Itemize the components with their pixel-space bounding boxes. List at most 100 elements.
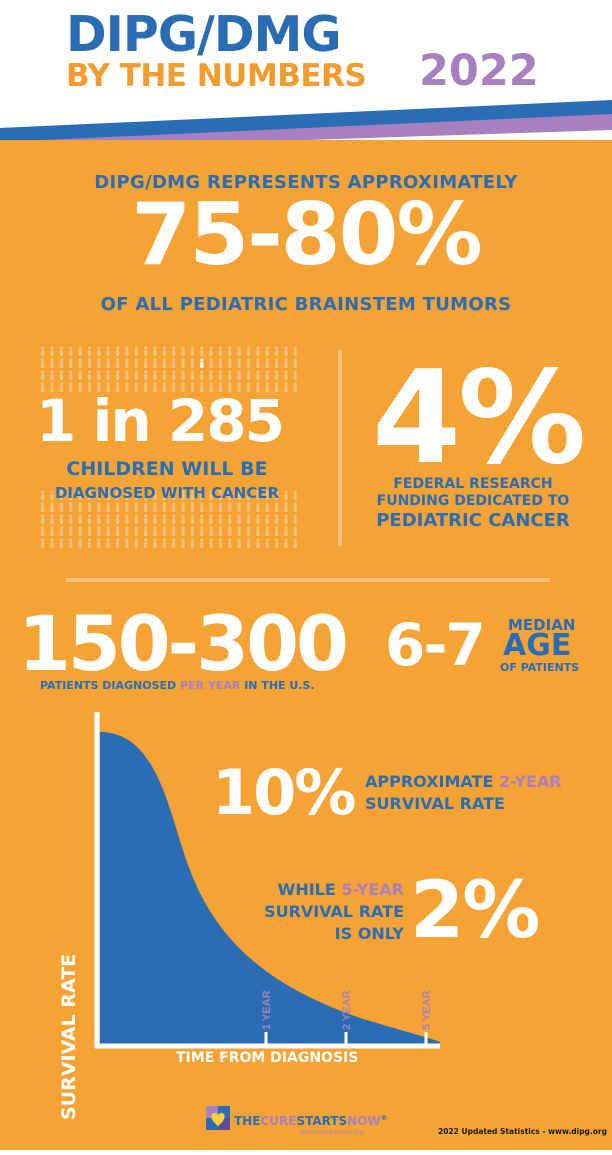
child-figure-icon — [293, 370, 297, 380]
child-figure-icon — [144, 358, 148, 368]
child-figure-icon — [256, 370, 260, 380]
child-figure-icon — [284, 382, 288, 392]
child-figure-icon — [237, 382, 241, 392]
child-figure-icon — [275, 538, 279, 548]
child-figure-icon — [144, 490, 148, 500]
child-figure-icon — [256, 358, 260, 368]
child-figure-icon — [134, 514, 138, 524]
child-figure-icon — [134, 358, 138, 368]
child-figure-icon — [200, 346, 204, 356]
main-panel: DIPG/DMG REPRESENTS APPROXIMATELY 75-80%… — [0, 140, 612, 1155]
child-figure-icon — [293, 358, 297, 368]
child-figure-icon — [97, 514, 101, 524]
child-figure-icon — [284, 346, 288, 356]
four-percent: 4% — [372, 344, 586, 493]
child-figure-icon — [106, 502, 110, 512]
horizontal-divider — [66, 578, 550, 582]
child-figure-icon — [172, 358, 176, 368]
funding-line2: FUNDING DEDICATED TO — [376, 493, 570, 509]
child-figure-icon — [190, 382, 194, 392]
child-figure-icon — [228, 370, 232, 380]
child-figure-icon — [69, 502, 73, 512]
logo-cure: CURE — [260, 1114, 297, 1128]
child-figure-icon — [293, 382, 297, 392]
child-figure-icon — [209, 502, 213, 512]
child-figure-icon — [87, 526, 92, 536]
is-only-label: IS ONLY — [334, 924, 404, 943]
child-figure-icon — [200, 382, 204, 392]
child-figure-icon — [284, 490, 288, 500]
while-label-five-year: 5-YEAR — [341, 880, 404, 899]
child-figure-icon — [200, 514, 204, 524]
child-figure-icon — [153, 490, 157, 500]
patients-label-part3: IN THE U.S. — [240, 679, 315, 692]
logo-url[interactable]: thecurestartsnow.org — [300, 1129, 364, 1136]
child-figure-icon — [200, 502, 204, 512]
x-axis-label: TIME FROM DIAGNOSIS — [176, 1050, 359, 1066]
child-figure-icon — [228, 382, 232, 392]
child-figure-icon — [228, 538, 232, 548]
while-five-year-label: WHILE 5-YEAR — [252, 880, 404, 899]
child-figure-icon — [284, 538, 288, 548]
child-figure-icon — [246, 526, 251, 536]
child-figure-icon — [115, 490, 120, 500]
child-figure-icon — [87, 538, 92, 548]
child-figure-icon — [209, 358, 213, 368]
child-figure-icon — [275, 370, 279, 380]
child-figure-icon — [69, 490, 73, 500]
child-figure-icon — [181, 370, 185, 380]
child-figure-icon — [200, 526, 204, 536]
brainstem-text: OF ALL PEDIATRIC BRAINSTEM TUMORS — [100, 294, 512, 315]
child-figure-icon — [106, 526, 110, 536]
child-figure-icon — [50, 358, 54, 368]
child-figure-icon — [162, 502, 166, 512]
child-figure-icon — [69, 514, 73, 524]
child-figure-icon — [284, 358, 288, 368]
child-figure-icon — [228, 526, 232, 536]
patients-range: 150-300 — [18, 599, 349, 688]
child-figure-icon — [162, 382, 166, 392]
child-figure-icon — [153, 346, 157, 356]
child-figure-icon — [125, 358, 129, 368]
title-line2: BY THE NUMBERS — [66, 58, 367, 94]
child-figure-icon — [265, 526, 269, 536]
child-figure-icon — [78, 358, 82, 368]
child-figure-icon — [78, 490, 82, 500]
child-figure-icon — [144, 514, 148, 524]
child-figure-icon — [181, 502, 185, 512]
child-figure-icon — [134, 526, 138, 536]
child-figure-icon — [115, 358, 120, 368]
child-figure-icon — [144, 538, 148, 548]
child-figure-icon — [237, 358, 241, 368]
child-figure-icon — [41, 514, 45, 524]
child-figure-icon — [181, 514, 185, 524]
header: DIPG/DMG BY THE NUMBERS 2022 — [0, 0, 612, 135]
child-figure-icon — [50, 382, 54, 392]
blue-stripe — [0, 100, 612, 142]
vertical-divider — [338, 350, 342, 546]
child-figure-icon — [237, 538, 241, 548]
marker-1-year: 1 YEAR — [261, 990, 273, 1030]
child-figure-icon — [265, 358, 269, 368]
child-figure-icon — [59, 370, 63, 380]
child-figure-icon — [218, 346, 223, 356]
approx-label-two-year: 2-YEAR — [498, 772, 562, 791]
child-figure-icon — [172, 538, 176, 548]
child-figure-icon — [59, 382, 63, 392]
child-figure-icon — [41, 490, 45, 500]
child-figure-icon — [181, 358, 185, 368]
child-figure-icon — [162, 490, 166, 500]
header-stripes — [0, 100, 612, 150]
child-figure-icon — [237, 502, 241, 512]
child-figure-icon — [172, 514, 176, 524]
child-figure-icon — [246, 358, 251, 368]
child-figure-icon — [115, 526, 120, 536]
child-figure-icon — [256, 538, 260, 548]
survival-rate-label-2: SURVIVAL RATE — [264, 902, 404, 921]
child-figure-icon — [106, 490, 110, 500]
child-figure-icon — [106, 514, 110, 524]
child-figure-icon — [275, 358, 279, 368]
child-figure-icon — [78, 382, 82, 392]
child-figure-icon — [125, 346, 129, 356]
